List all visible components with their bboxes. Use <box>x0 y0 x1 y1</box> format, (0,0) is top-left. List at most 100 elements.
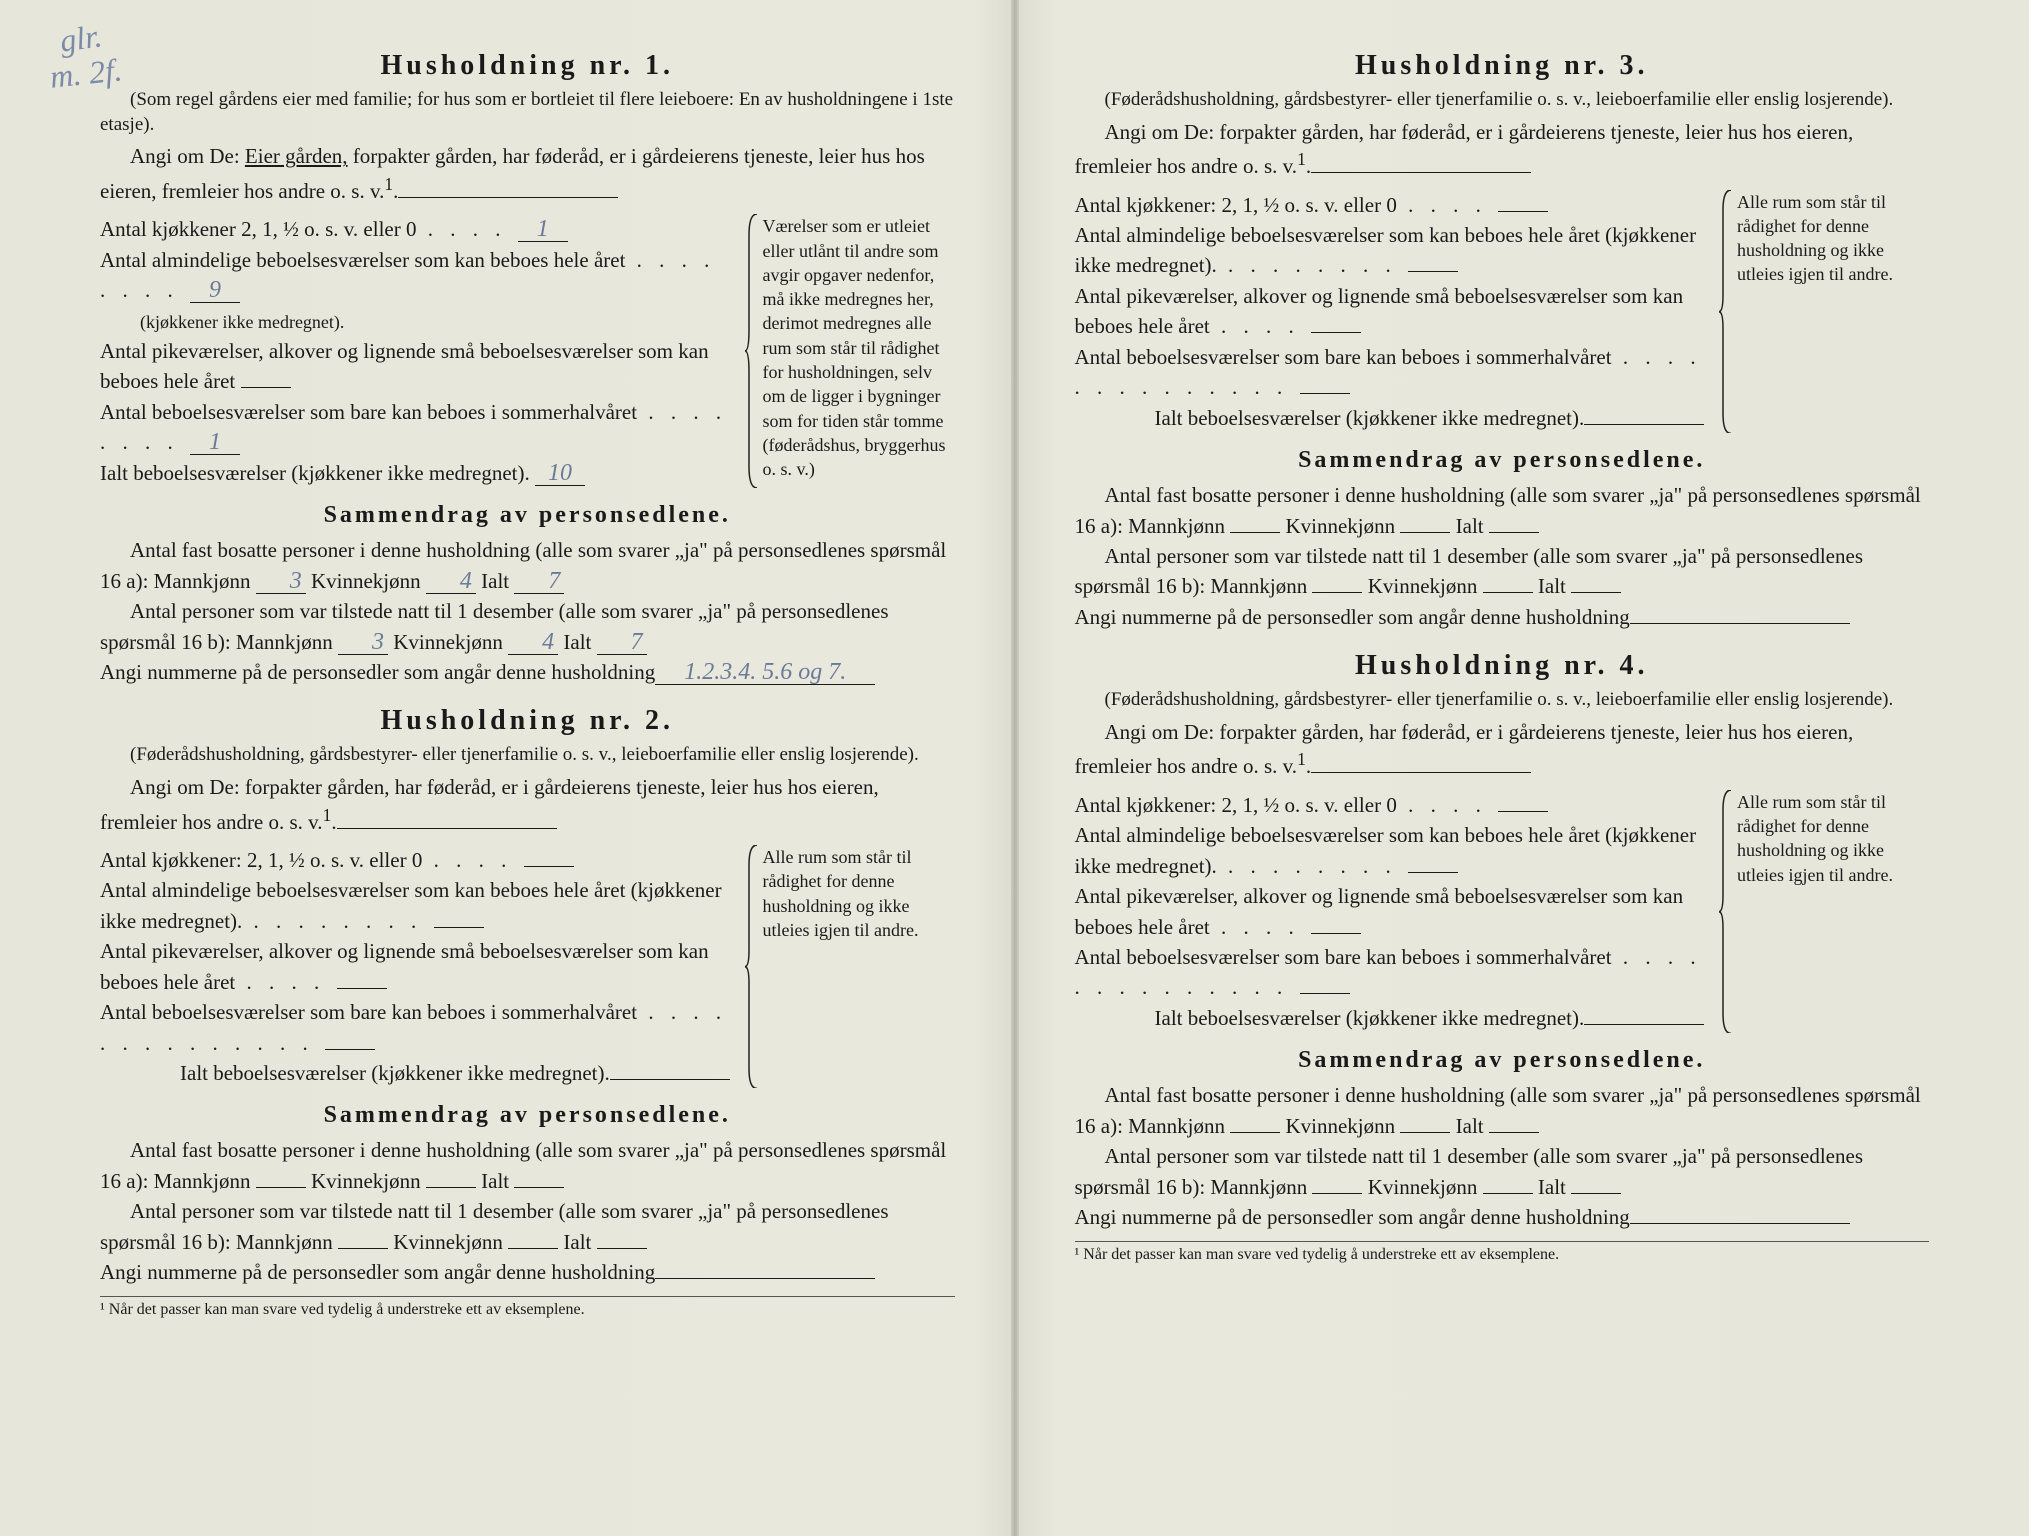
household-2-p2: Antal personer som var tilstede natt til… <box>100 1196 955 1257</box>
fill-h3-k2 <box>1483 592 1533 593</box>
fill-h3-total <box>1584 424 1704 425</box>
household-2-angi: Angi om De: forpakter gården, har føderå… <box>100 772 955 837</box>
fill-h1-kitchen: 1 <box>518 217 568 242</box>
fill-h4-k1 <box>1400 1132 1450 1133</box>
household-1-p3: Angi nummerne på de personsedler som ang… <box>100 657 955 687</box>
fill-h4-rooms <box>1408 872 1458 873</box>
fill-h2-m1 <box>256 1187 306 1188</box>
household-2-p3: Angi nummerne på de personsedler som ang… <box>100 1257 955 1287</box>
fill-h1-k1: 4 <box>426 569 476 594</box>
household-1-title: Husholdning nr. 1. <box>100 50 955 82</box>
fill-h3-kitchen <box>1498 211 1548 212</box>
document-spread: glr. m. 2f. Husholdning nr. 1. (Som rege… <box>0 0 2029 1536</box>
household-1-subtitle: (Som regel gårdens eier med familie; for… <box>100 88 955 137</box>
fill-h1-m1: 3 <box>256 569 306 594</box>
household-3-summary-title: Sammendrag av personsedlene. <box>1075 447 1930 474</box>
household-1-p1: Antal fast bosatte personer i denne hush… <box>100 535 955 596</box>
household-4-title: Husholdning nr. 4. <box>1075 650 1930 682</box>
fill-h3-summer <box>1300 393 1350 394</box>
fill-h3-k1 <box>1400 532 1450 533</box>
household-2-p1: Antal fast bosatte personer i denne hush… <box>100 1135 955 1196</box>
household-2-subtitle: (Føderådshusholdning, gårdsbestyrer- ell… <box>100 743 955 768</box>
household-1-p2: Antal personer som var tilstede natt til… <box>100 596 955 657</box>
fill-h2-kitchen <box>524 866 574 867</box>
household-3-p1: Antal fast bosatte personer i denne hush… <box>1075 480 1930 541</box>
household-3: Husholdning nr. 3. (Føderådshusholdning,… <box>1075 50 1930 632</box>
fill-h4-i2 <box>1571 1193 1621 1194</box>
household-2-summary-title: Sammendrag av personsedlene. <box>100 1102 955 1129</box>
fill-h3-rooms <box>1408 271 1458 272</box>
fill-h4-k2 <box>1483 1193 1533 1194</box>
fill-h4-kitchen <box>1498 811 1548 812</box>
fill-h1-rooms: 9 <box>190 278 240 303</box>
fill-h2-k2 <box>508 1248 558 1249</box>
fill-h4-m1 <box>1230 1132 1280 1133</box>
household-1: Husholdning nr. 1. (Som regel gårdens ei… <box>100 50 955 687</box>
household-1-questions: Antal kjøkkener 2, 1, ½ o. s. v. eller 0… <box>100 214 733 488</box>
household-4-subtitle: (Føderådshusholdning, gårdsbestyrer- ell… <box>1075 688 1930 713</box>
fill-h4-m2 <box>1312 1193 1362 1194</box>
household-3-p3: Angi nummerne på de personsedler som ang… <box>1075 602 1930 632</box>
fill-angi-3 <box>1311 172 1531 173</box>
household-4-p1: Antal fast bosatte personer i denne hush… <box>1075 1080 1930 1141</box>
household-3-angi: Angi om De: forpakter gården, har føderå… <box>1075 117 1930 182</box>
household-3-sidenote: Alle rum som står til rådighet for denne… <box>1719 190 1929 434</box>
household-1-summary-title: Sammendrag av personsedlene. <box>100 502 955 529</box>
household-2-sidenote: Alle rum som står til rådighet for denne… <box>745 845 955 1089</box>
household-3-p2: Antal personer som var tilstede natt til… <box>1075 541 1930 602</box>
fill-h4-i1 <box>1489 1132 1539 1133</box>
fill-h1-i1: 7 <box>514 569 564 594</box>
household-4-sidenote: Alle rum som står til rådighet for denne… <box>1719 790 1929 1034</box>
brace-icon <box>1719 790 1733 1034</box>
fill-h2-pike <box>337 988 387 989</box>
household-2: Husholdning nr. 2. (Føderådshusholdning,… <box>100 705 955 1318</box>
fill-h4-total <box>1584 1024 1704 1025</box>
household-4: Husholdning nr. 4. (Føderådshusholdning,… <box>1075 650 1930 1263</box>
fill-h3-nums <box>1630 623 1850 624</box>
fill-angi-4 <box>1311 772 1531 773</box>
handwriting-annotation-2: m. 2f. <box>48 51 123 95</box>
fill-h4-pike <box>1311 933 1361 934</box>
eier-garden-underlined: Eier gården, <box>245 144 348 168</box>
fill-h2-rooms <box>434 927 484 928</box>
household-3-title: Husholdning nr. 3. <box>1075 50 1930 82</box>
household-1-angi: Angi om De: Eier gården, forpakter gårde… <box>100 141 955 206</box>
fill-h4-summer <box>1300 993 1350 994</box>
brace-icon <box>1719 190 1733 434</box>
fill-h1-pike <box>241 387 291 388</box>
household-4-angi: Angi om De: forpakter gården, har føderå… <box>1075 717 1930 782</box>
fill-angi-1 <box>398 197 618 198</box>
fill-h2-summer <box>325 1049 375 1050</box>
household-3-subtitle: (Føderådshusholdning, gårdsbestyrer- ell… <box>1075 88 1930 113</box>
household-4-p3: Angi nummerne på de personsedler som ang… <box>1075 1202 1930 1232</box>
household-4-questions: Antal kjøkkener: 2, 1, ½ o. s. v. eller … <box>1075 790 1708 1034</box>
fill-h2-k1 <box>426 1187 476 1188</box>
household-2-title: Husholdning nr. 2. <box>100 705 955 737</box>
fill-h2-m2 <box>338 1248 388 1249</box>
fill-angi-2 <box>337 828 557 829</box>
fill-h4-nums <box>1630 1223 1850 1224</box>
fill-h3-i1 <box>1489 532 1539 533</box>
fill-h2-total <box>610 1079 730 1080</box>
page-left: glr. m. 2f. Husholdning nr. 1. (Som rege… <box>0 0 1015 1536</box>
fill-h2-i1 <box>514 1187 564 1188</box>
household-4-summary-title: Sammendrag av personsedlene. <box>1075 1047 1930 1074</box>
household-1-sidenote: Værelser som er utleiet eller utlånt til… <box>745 214 955 488</box>
household-3-questions: Antal kjøkkener: 2, 1, ½ o. s. v. eller … <box>1075 190 1708 434</box>
household-2-questions: Antal kjøkkener: 2, 1, ½ o. s. v. eller … <box>100 845 733 1089</box>
fill-h1-k2: 4 <box>508 630 558 655</box>
fill-h3-i2 <box>1571 592 1621 593</box>
fill-h1-total: 10 <box>535 461 585 486</box>
fill-h3-m2 <box>1312 592 1362 593</box>
fill-h3-m1 <box>1230 532 1280 533</box>
brace-icon <box>745 845 759 1089</box>
fill-h2-nums <box>655 1278 875 1279</box>
fill-h1-i2: 7 <box>597 630 647 655</box>
brace-icon <box>745 214 759 488</box>
fill-h2-i2 <box>597 1248 647 1249</box>
fill-h3-pike <box>1311 332 1361 333</box>
fill-h1-nums: 1.2.3.4. 5.6 og 7. <box>655 660 875 685</box>
fill-h1-summer: 1 <box>190 430 240 455</box>
fill-h1-m2: 3 <box>338 630 388 655</box>
footnote-left: ¹ Når det passer kan man svare ved tydel… <box>100 1296 955 1319</box>
